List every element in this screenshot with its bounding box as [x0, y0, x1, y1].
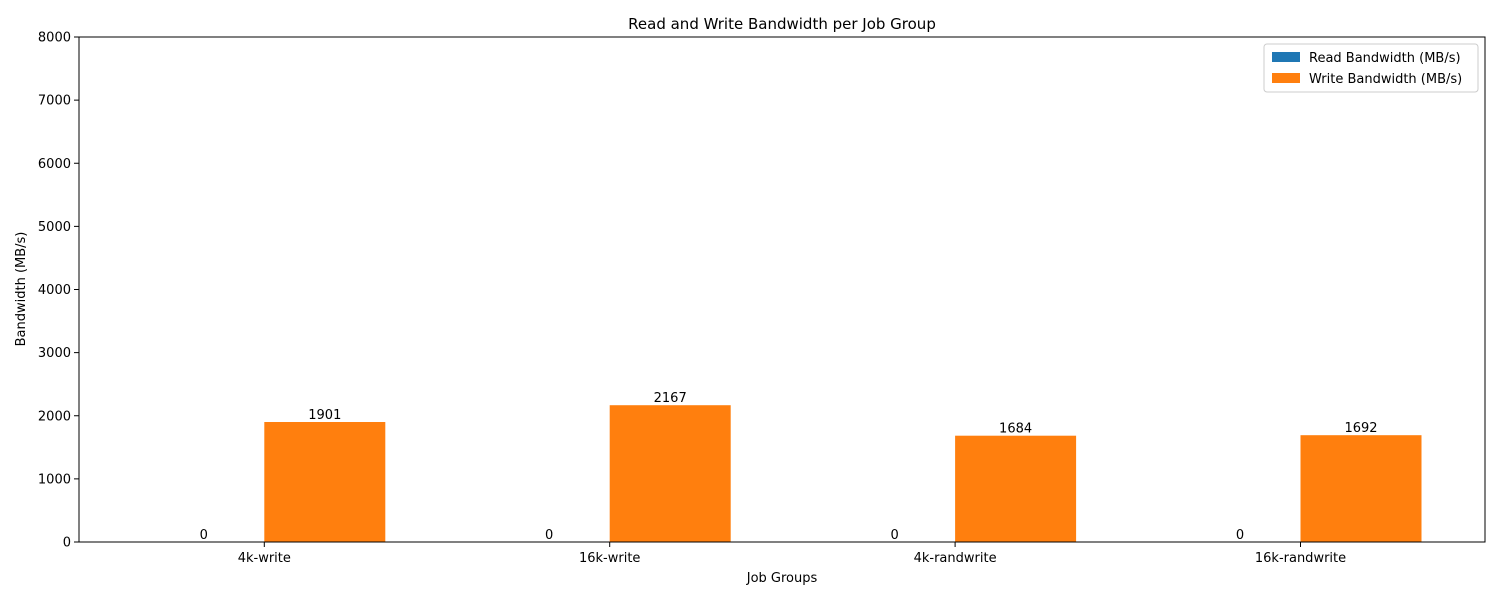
bar-write	[955, 435, 1077, 542]
x-axis-label: Job Groups	[746, 571, 818, 586]
bar-write	[609, 405, 731, 542]
legend-swatch	[1272, 73, 1300, 83]
y-tick-label: 3000	[38, 346, 71, 361]
y-tick-label: 6000	[38, 157, 71, 172]
legend-label: Write Bandwidth (MB/s)	[1309, 72, 1462, 87]
x-tick-label: 4k-write	[238, 551, 291, 566]
y-tick-label: 4000	[38, 283, 71, 298]
y-tick-label: 0	[63, 536, 71, 551]
data-label: 0	[1236, 528, 1244, 543]
data-label: 0	[545, 528, 553, 543]
bar-write	[264, 421, 386, 542]
plot-area: 0 1000 2000 3000 4000 5000 6000 7000 8000 4k-writ…	[38, 31, 1422, 566]
data-label: 1901	[308, 408, 341, 423]
y-tick-label: 8000	[38, 31, 71, 46]
data-label: 0	[890, 528, 898, 543]
data-label: 2167	[654, 391, 687, 406]
x-tick-label: 16k-randwrite	[1255, 551, 1346, 566]
data-label: 0	[200, 528, 208, 543]
plot-frame	[78, 36, 1486, 543]
bar-write	[1300, 435, 1422, 542]
legend-swatch	[1272, 52, 1300, 62]
y-tick-label: 2000	[38, 409, 71, 424]
x-tick-label: 4k-randwrite	[914, 551, 997, 566]
chart-title: Read and Write Bandwidth per Job Group	[628, 15, 936, 33]
legend-box	[1263, 43, 1479, 93]
y-tick-label: 5000	[38, 220, 71, 235]
legend-label: Read Bandwidth (MB/s)	[1309, 51, 1461, 66]
y-tick-label: 1000	[38, 472, 71, 487]
legend: Read Bandwidth (MB/s) Write Bandwidth (MB…	[1263, 43, 1479, 93]
y-tick-label: 7000	[38, 94, 71, 109]
data-label: 1684	[999, 422, 1032, 437]
data-label: 1692	[1344, 421, 1377, 436]
x-tick-label: 16k-write	[579, 551, 640, 566]
y-axis-label: Bandwidth (MB/s)	[14, 232, 29, 347]
